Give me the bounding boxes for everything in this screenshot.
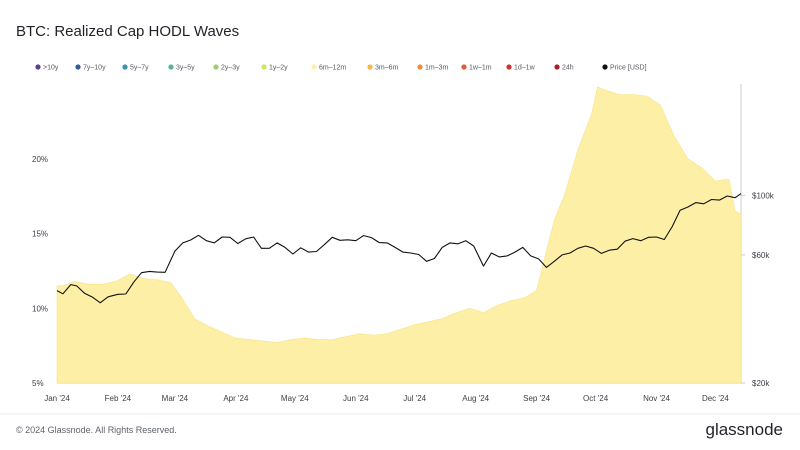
- x-axis-ticks: Jan '24 Feb '24 Mar '24 Apr '24 May '24 Jun '…: [44, 394, 729, 403]
- legend-item-2y-3y[interactable]: 2y–3y: [213, 64, 240, 72]
- legend-item-3m-6m[interactable]: 3m–6m: [367, 64, 399, 72]
- legend-label: Price [USD]: [610, 65, 647, 72]
- legend-swatch: [367, 64, 373, 70]
- area-series-6m-12m: [56, 86, 742, 384]
- legend-swatch: [506, 64, 512, 70]
- x-tick-label: Jul '24: [403, 394, 426, 403]
- legend-label: 1m–3m: [425, 65, 449, 72]
- legend-swatch: [554, 64, 560, 70]
- legend-label: >10y: [43, 65, 59, 72]
- legend-swatch: [602, 64, 608, 70]
- legend-label: 1y–2y: [269, 65, 288, 72]
- legend-item-5y-7y[interactable]: 5y–7y: [122, 64, 149, 72]
- plot-area: [56, 86, 742, 384]
- x-tick-label: Oct '24: [583, 394, 609, 403]
- legend-item-24h[interactable]: 24h: [554, 64, 574, 72]
- copyright-text: © 2024 Glassnode. All Rights Reserved.: [16, 425, 177, 435]
- x-tick-label: Jan '24: [44, 394, 70, 403]
- y-left-tick-label: 15%: [32, 230, 48, 239]
- x-tick-label: Jun '24: [343, 394, 369, 403]
- legend-item-1y-2y[interactable]: 1y–2y: [261, 64, 288, 72]
- legend-item-price-usd[interactable]: Price [USD]: [602, 64, 647, 72]
- y-right-tick-label: $100k: [752, 191, 775, 200]
- legend-label: 5y–7y: [130, 65, 149, 72]
- y-left-tick-label: 20%: [32, 155, 48, 164]
- legend-swatch: [213, 64, 219, 70]
- legend-item-6m-12m[interactable]: 6m–12m: [311, 64, 346, 72]
- legend-label: 7y–10y: [83, 65, 106, 72]
- x-tick-label: Apr '24: [223, 394, 249, 403]
- legend-label: 3m–6m: [375, 65, 399, 72]
- legend-item-1w-1m[interactable]: 1w–1m: [461, 64, 492, 72]
- legend-label: 2y–3y: [221, 65, 240, 72]
- y-left-tick-label: 5%: [32, 379, 44, 388]
- legend-item-7y-10y[interactable]: 7y–10y: [75, 64, 106, 72]
- legend-swatch: [417, 64, 423, 70]
- legend-label: 1d–1w: [514, 65, 536, 72]
- legend-swatch: [461, 64, 467, 70]
- legend: >10y 7y–10y 5y–7y 3y–5y 2y–3y 1y–2y 6m–12m 3m–6…: [35, 64, 647, 72]
- left-y-axis-ticks: 5% 10% 15% 20%: [32, 155, 48, 388]
- legend-swatch: [35, 64, 41, 70]
- line-series-price: [56, 193, 742, 304]
- x-tick-label: Aug '24: [462, 394, 489, 403]
- legend-label: 1w–1m: [469, 65, 492, 72]
- legend-label: 6m–12m: [319, 65, 346, 72]
- legend-swatch: [311, 64, 317, 70]
- x-tick-label: May '24: [281, 394, 309, 403]
- legend-item-10y[interactable]: >10y: [35, 64, 59, 72]
- x-tick-label: Feb '24: [105, 394, 132, 403]
- y-right-tick-label: $20k: [752, 379, 770, 388]
- x-tick-label: Nov '24: [643, 394, 670, 403]
- legend-item-1d-1w[interactable]: 1d–1w: [506, 64, 536, 72]
- legend-swatch: [75, 64, 81, 70]
- x-tick-label: Sep '24: [523, 394, 550, 403]
- legend-item-1m-3m[interactable]: 1m–3m: [417, 64, 449, 72]
- y-right-tick-label: $60k: [752, 251, 770, 260]
- chart-title: BTC: Realized Cap HODL Waves: [16, 23, 239, 40]
- legend-label: 3y–5y: [176, 65, 195, 72]
- legend-swatch: [122, 64, 128, 70]
- legend-item-3y-5y[interactable]: 3y–5y: [168, 64, 195, 72]
- legend-swatch: [261, 64, 267, 70]
- x-tick-label: Dec '24: [702, 394, 729, 403]
- x-tick-label: Mar '24: [162, 394, 189, 403]
- brand-logo: glassnode: [705, 420, 783, 439]
- y-left-tick-label: 10%: [32, 304, 48, 313]
- legend-label: 24h: [562, 65, 574, 72]
- legend-swatch: [168, 64, 174, 70]
- right-y-axis-ticks: $20k $60k $100k: [741, 191, 775, 388]
